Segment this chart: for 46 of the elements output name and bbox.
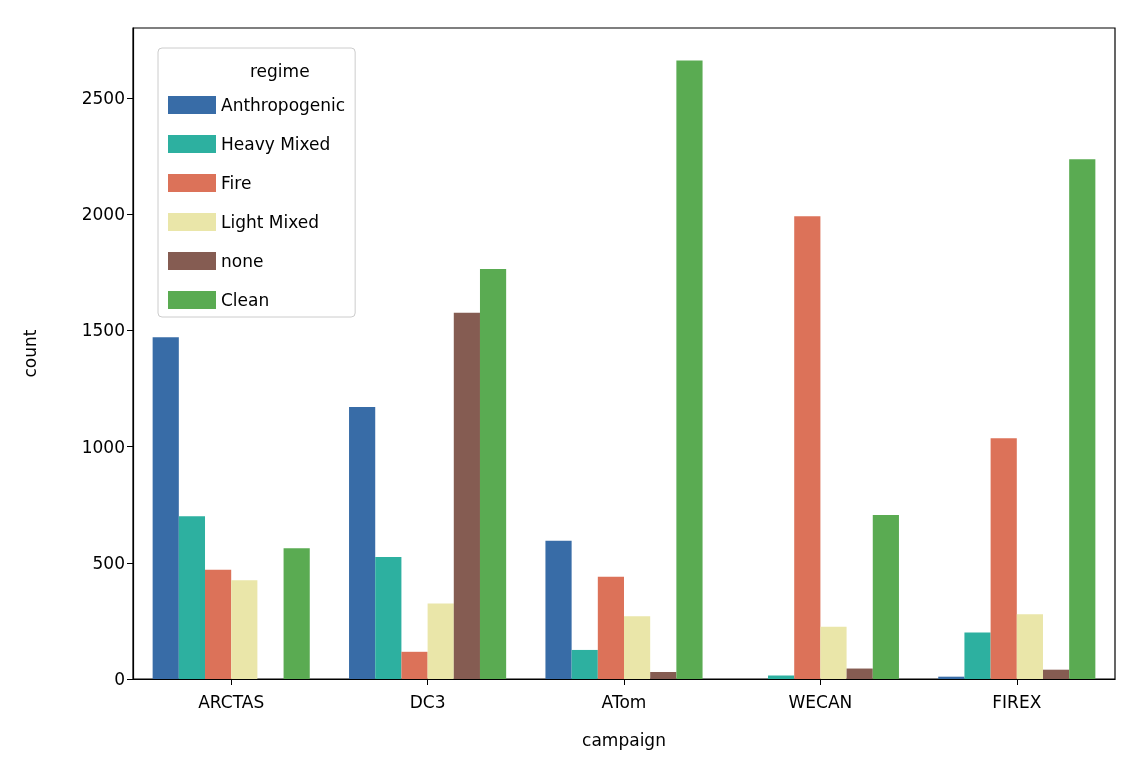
y-tick-label: 2000 (81, 204, 125, 224)
legend-label: none (221, 251, 264, 271)
bar (178, 516, 206, 679)
bar (846, 668, 873, 679)
bar (676, 60, 703, 679)
bar (453, 312, 480, 679)
legend-label: Fire (221, 173, 252, 193)
y-axis-title: count (19, 329, 40, 378)
bar (872, 515, 899, 679)
bar (349, 406, 376, 679)
x-tick-label: ARCTAS (198, 691, 265, 712)
bar (964, 632, 991, 679)
y-tick-label: 500 (92, 552, 125, 573)
y-tick-label: 0 (114, 669, 125, 689)
bar (427, 603, 454, 679)
bar (375, 556, 402, 679)
bar (820, 626, 847, 679)
bar (1016, 614, 1043, 679)
legend-title: regime (250, 60, 310, 81)
bar (624, 616, 651, 679)
x-tick-label: ATom (601, 691, 647, 712)
legend-label: Anthropogenic (221, 95, 346, 115)
y-tick-label: 1000 (81, 436, 125, 457)
legend-label: Heavy Mixed (221, 134, 331, 154)
bar (231, 580, 258, 679)
legend-label: Light Mixed (221, 212, 320, 232)
bar (1069, 159, 1096, 679)
x-tick-label: FIREX (992, 691, 1042, 712)
y-tick-label: 1500 (81, 320, 125, 341)
bar (650, 672, 677, 679)
bar (990, 438, 1017, 679)
bar (401, 651, 428, 679)
bar (283, 548, 310, 679)
bar (571, 649, 598, 679)
legend-label: Clean (221, 290, 270, 310)
bar (479, 269, 507, 679)
x-tick-label: WECAN (788, 691, 853, 712)
bar (794, 216, 821, 679)
x-tick-label: DC3 (409, 691, 446, 712)
bar (597, 576, 624, 679)
bar (1042, 669, 1070, 679)
bar (205, 569, 232, 679)
bar (152, 337, 179, 679)
y-tick-label: 2500 (81, 87, 125, 108)
x-axis-title: campaign (582, 729, 666, 750)
bar (545, 540, 572, 679)
